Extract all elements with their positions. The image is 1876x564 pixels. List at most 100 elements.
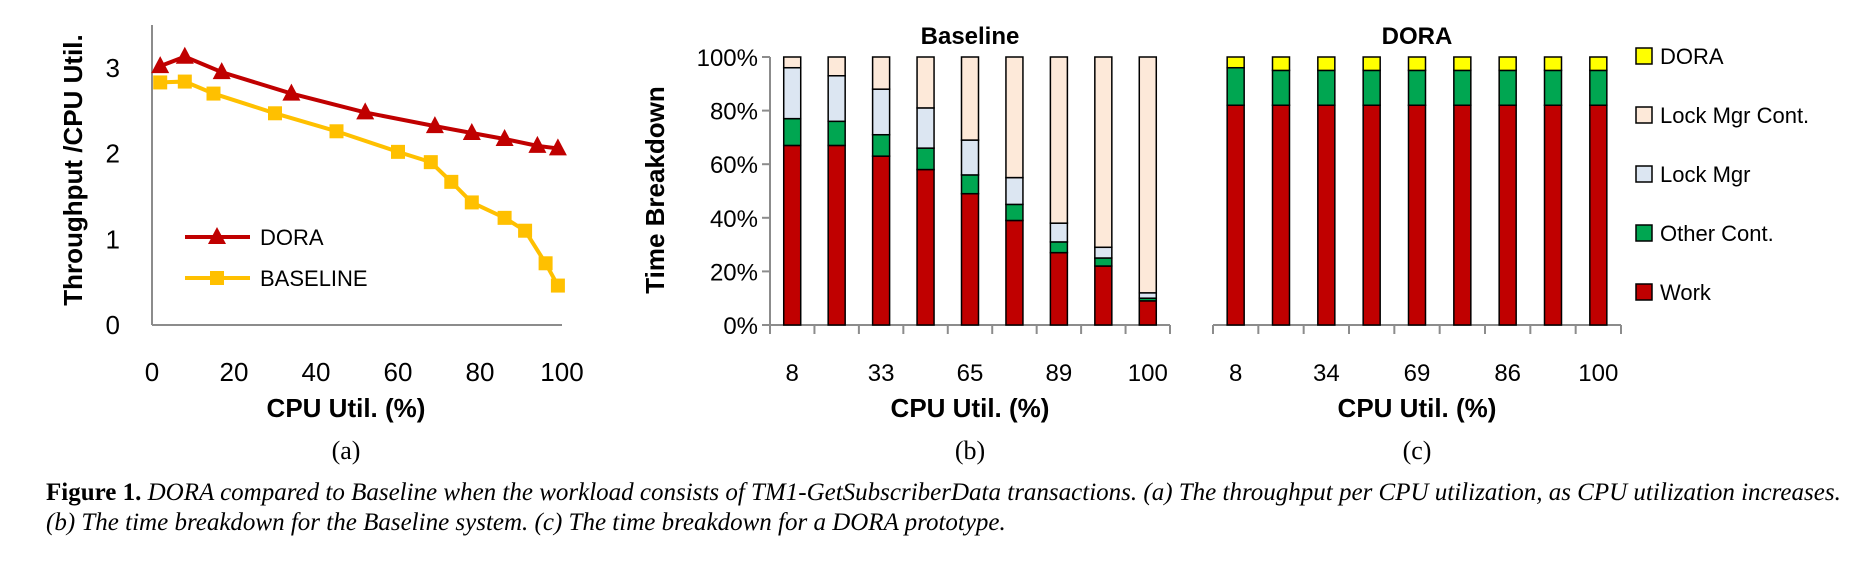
c-bar-segment-work: [1317, 104, 1336, 326]
c-bar-segment-other-cont-: [1543, 69, 1563, 106]
a-point-dora: [495, 129, 514, 146]
b-bar-segment-other-cont-: [1094, 257, 1113, 267]
c-chart-title: DORA: [1382, 23, 1453, 50]
a-x-tick-label: 80: [466, 357, 495, 387]
b-bar-segment-lock-mgr: [960, 139, 980, 176]
c-legend-swatch: [1635, 165, 1653, 183]
a-point-dora: [462, 123, 481, 140]
a-y-tick-label: 1: [106, 224, 120, 254]
a-point-baseline: [329, 124, 344, 139]
b-bar-segment-work: [916, 168, 935, 326]
a-point-baseline: [423, 155, 438, 170]
a-point-baseline: [444, 174, 459, 189]
b-bar-segment-other-cont-: [782, 117, 802, 147]
a-y-tick-label: 3: [106, 53, 120, 83]
c-bar-segment-other-cont-: [1362, 69, 1381, 106]
b-bar-segment-other-cont-: [871, 133, 891, 157]
c-bar-segment-dora: [1589, 56, 1608, 72]
c-bar-segment-work: [1226, 104, 1245, 326]
a-y-tick-label: 2: [106, 139, 120, 169]
b-panel-label: (b): [955, 436, 985, 465]
a-legend-label-baseline: BASELINE: [260, 266, 368, 291]
b-y-tick-label: 20%: [710, 259, 758, 286]
c-bar-segment-dora: [1407, 56, 1427, 72]
c-x-tick-label: 34: [1313, 360, 1340, 387]
b-bar-segment-lock-mgr: [1138, 292, 1158, 299]
a-point-dora: [151, 56, 170, 74]
a-x-tick-label: 100: [540, 357, 583, 387]
panel-a-line-chart: 0 1 2 3 0 20 40 60 80 100 CPU Util. (%) Throughput …: [58, 25, 584, 465]
b-x-tick-label: 89: [1046, 360, 1073, 387]
b-bar-segment-work: [782, 144, 802, 326]
a-point-baseline: [206, 86, 221, 101]
c-x-tick-label: 69: [1404, 360, 1431, 387]
a-point-baseline: [497, 210, 512, 225]
b-bar-segment-work: [827, 144, 846, 326]
c-bar-segment-other-cont-: [1226, 66, 1245, 106]
a-y-axis-title: Throughput /CPU Util.: [58, 34, 88, 306]
c-bar-segment-dora: [1453, 56, 1472, 72]
c-legend-label: Lock Mgr: [1660, 162, 1750, 187]
a-x-axis-title: CPU Util. (%): [267, 393, 426, 423]
b-x-tick-label: 100: [1128, 360, 1168, 387]
c-x-tick-label: 100: [1578, 360, 1618, 387]
b-x-axis-title: CPU Util. (%): [891, 393, 1050, 423]
b-bar-segment-other-cont-: [1049, 241, 1069, 254]
b-x-tick-label: 65: [957, 360, 984, 387]
b-bar-segment-lock-mgr: [916, 107, 935, 149]
a-point-dora: [528, 135, 547, 153]
a-series-line-dora: [159, 54, 559, 151]
b-bar-segment-work: [1138, 300, 1158, 326]
a-x-tick-label: 0: [145, 357, 159, 387]
b-bar-segment-lock-mgr-cont-: [1138, 56, 1158, 294]
c-legend-swatch: [1635, 283, 1653, 301]
b-y-axis-title: Time Breakdown: [640, 86, 670, 294]
b-bar-segment-lock-mgr: [1049, 222, 1069, 243]
c-bar-segment-dora: [1317, 56, 1336, 72]
a-point-dora: [548, 138, 567, 156]
a-x-tick-label: 60: [384, 357, 413, 387]
b-y-tick-label: 40%: [710, 206, 758, 233]
a-point-baseline: [268, 106, 282, 121]
b-bar-segment-work: [960, 192, 980, 326]
panel-c-dora-breakdown: 8 34 69 86 100 DORA CPU Util. (%) (c) DORA Lock M…: [1212, 23, 1809, 465]
b-bar-segment-lock-mgr: [827, 75, 846, 123]
b-bar-segment-other-cont-: [827, 120, 846, 147]
b-bar-segment-work: [871, 155, 891, 326]
c-bar-segment-work: [1453, 104, 1472, 326]
c-bar-segment-dora: [1271, 56, 1291, 72]
c-bar-segment-other-cont-: [1498, 69, 1517, 106]
b-y-tick-label: 100%: [697, 45, 758, 72]
c-bar-segment-work: [1362, 104, 1381, 326]
b-x-tick-label: 33: [868, 360, 895, 387]
c-bar-segment-other-cont-: [1271, 69, 1291, 106]
a-point-dora: [282, 83, 301, 101]
a-legend-label-dora: DORA: [260, 225, 324, 250]
b-bar-segment-other-cont-: [1005, 203, 1024, 222]
b-bar-segment-lock-mgr-cont-: [827, 56, 846, 77]
c-legend-label: Other Cont.: [1660, 221, 1774, 246]
a-point-baseline: [177, 74, 192, 89]
a-point-baseline: [464, 195, 479, 210]
c-bar-segment-dora: [1498, 56, 1517, 72]
a-point-baseline: [153, 75, 168, 90]
c-bar-segment-other-cont-: [1317, 69, 1336, 106]
a-legend-marker-dora: [208, 227, 226, 244]
c-bar-segment-other-cont-: [1407, 69, 1427, 106]
c-panel-label: (c): [1403, 436, 1432, 465]
b-bar-segment-other-cont-: [960, 174, 980, 195]
c-legend-swatch: [1635, 106, 1653, 124]
b-y-tick-label: 80%: [710, 99, 758, 126]
b-y-tick-label: 0%: [723, 313, 758, 340]
b-chart-title: Baseline: [921, 23, 1020, 50]
b-bar-segment-lock-mgr-cont-: [871, 56, 891, 90]
c-bar-segment-work: [1407, 104, 1427, 326]
b-bar-segment-lock-mgr: [1005, 176, 1024, 206]
a-x-tick-label: 20: [220, 357, 249, 387]
a-x-tick-label: 40: [302, 357, 331, 387]
a-panel-label: (a): [332, 436, 361, 465]
caption-label: Figure 1.: [46, 479, 142, 506]
b-bar-segment-lock-mgr: [782, 66, 802, 120]
c-bar-segment-work: [1498, 104, 1517, 326]
